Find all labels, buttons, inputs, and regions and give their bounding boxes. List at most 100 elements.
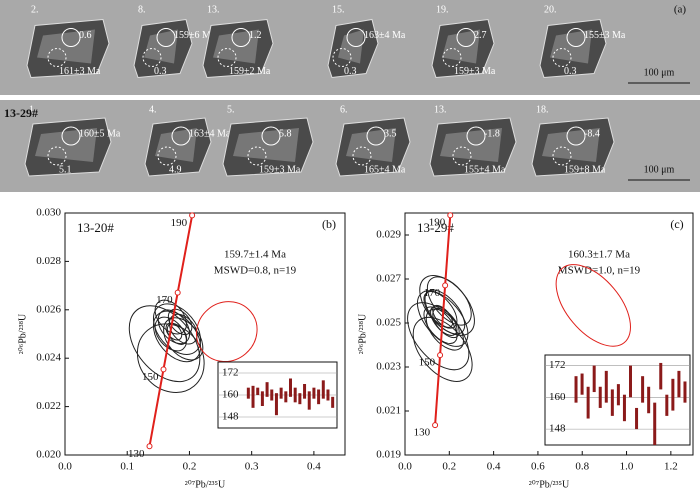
- concordia-age-label: 130: [414, 427, 431, 439]
- grain-label: 3.5: [384, 128, 397, 139]
- age-bar: [659, 362, 663, 390]
- concordia-curve: [148, 215, 194, 447]
- y-tick-label: 0.022: [36, 400, 61, 412]
- y-tick-label: 0.019: [376, 449, 401, 461]
- analysis-spot: [466, 126, 486, 146]
- concordia-age-label: 150: [142, 371, 159, 383]
- x-tick-label: 0.8: [575, 461, 589, 473]
- grain-label: 159±8 Ma: [564, 164, 606, 175]
- age-bar: [265, 382, 269, 397]
- concordia-age-label: 190: [171, 217, 188, 229]
- analysis-spot: [352, 146, 372, 166]
- grain-number: 18.: [536, 104, 549, 115]
- concordia-age-point: [174, 289, 181, 296]
- analysis-spot: [261, 126, 281, 146]
- age-bar: [622, 394, 626, 422]
- y-tick-label: 0.023: [376, 361, 401, 373]
- age-bar: [610, 389, 614, 416]
- error-ellipse: [432, 307, 460, 339]
- age-bar: [326, 389, 330, 401]
- x-tick-label: 0.2: [442, 461, 456, 473]
- inset-tick-label: 148: [549, 423, 566, 435]
- grain-label: 5.8: [279, 128, 292, 139]
- age-bar: [331, 396, 335, 408]
- age-text: 159.7±1.4 Ma: [224, 249, 286, 261]
- analysis-spot: [47, 48, 67, 67]
- grain-label: -8.4: [584, 128, 600, 139]
- error-ellipse: [136, 323, 205, 393]
- y-tick-label: 0.021: [376, 405, 401, 417]
- x-tick-label: 0.0: [58, 461, 72, 473]
- outlier-ellipse: [555, 264, 631, 347]
- y-axis-label: ²⁰⁶Pb/²³⁸U: [17, 313, 28, 354]
- error-ellipse: [423, 291, 458, 329]
- x-tick-label: 1.0: [620, 461, 634, 473]
- age-bar: [574, 376, 578, 403]
- analysis-spot: [566, 126, 586, 146]
- panel-label: (c): [670, 217, 683, 231]
- grain-label: 155±4 Ma: [464, 164, 506, 175]
- sample-label: 13-29#: [4, 106, 38, 120]
- age-bar: [629, 365, 632, 398]
- concordia-age-point: [437, 352, 444, 359]
- y-tick-label: 0.028: [36, 255, 61, 267]
- concordia-age-point: [189, 212, 196, 219]
- y-tick-label: 0.025: [376, 317, 401, 329]
- y-axis-label: ²⁰⁶Pb/²³⁸U: [357, 313, 368, 354]
- zircon-zone: [542, 128, 600, 162]
- analysis-spot: [552, 146, 572, 166]
- zircon-zone: [346, 128, 396, 162]
- analysis-spot: [156, 28, 176, 47]
- zircon-zone: [213, 29, 259, 64]
- analysis-spot: [442, 48, 462, 67]
- zircon-zone: [37, 29, 95, 64]
- inset-tick-label: 148: [222, 411, 239, 423]
- grain-label: 0.6: [79, 30, 92, 41]
- scale-label: 100 μm: [644, 164, 675, 175]
- error-ellipse: [154, 299, 187, 335]
- age-bar: [246, 387, 250, 399]
- grain-label: 161±3 Ma: [59, 66, 101, 77]
- error-ellipse: [412, 316, 473, 382]
- y-tick-label: 0.024: [36, 352, 61, 364]
- grain-label: 163±4 Ma: [364, 30, 406, 41]
- concordia-age-label: 170: [156, 294, 173, 306]
- concordia-age-label: 130: [128, 448, 145, 460]
- y-tick-label: 0.030: [36, 207, 61, 219]
- error-ellipse: [426, 276, 472, 326]
- age-bar: [677, 370, 681, 398]
- error-ellipse: [152, 310, 202, 363]
- age-bar: [598, 386, 602, 408]
- grain-number: 19.: [436, 4, 449, 15]
- age-bar: [604, 370, 608, 403]
- age-bar: [279, 387, 283, 399]
- grain-label: 165±4 Ma: [364, 164, 406, 175]
- x-tick-label: 1.2: [664, 461, 678, 473]
- analysis-spot: [552, 48, 572, 67]
- concordia-age-point: [442, 282, 449, 289]
- zircon-zone: [233, 128, 299, 162]
- y-tick-label: 0.026: [36, 303, 61, 315]
- zircon-zone: [550, 29, 592, 64]
- grain-label: 0.3: [344, 66, 357, 77]
- analysis-spot: [171, 126, 191, 146]
- grain-label: 159±2 Ma: [229, 66, 271, 77]
- age-bar: [260, 391, 264, 406]
- age-bar: [580, 373, 584, 395]
- x-tick-label: 0.4: [307, 461, 321, 473]
- outlier-ellipse: [196, 301, 258, 362]
- x-tick-label: 0.4: [487, 461, 501, 473]
- concordia-age-label: 190: [429, 217, 446, 229]
- concordia-age-label: 170: [424, 287, 441, 299]
- grain-number: 20.: [544, 4, 557, 15]
- age-bar: [270, 389, 274, 401]
- age-bar: [307, 391, 311, 410]
- concordia-age-point: [432, 422, 439, 429]
- analysis-spot: [157, 146, 177, 166]
- y-tick-label: 0.029: [376, 229, 401, 241]
- age-bar: [317, 389, 321, 405]
- age-bar: [586, 386, 590, 419]
- grain-number: 15.: [332, 4, 345, 15]
- age-bar: [641, 376, 645, 403]
- grain-label: 0.3: [154, 66, 167, 77]
